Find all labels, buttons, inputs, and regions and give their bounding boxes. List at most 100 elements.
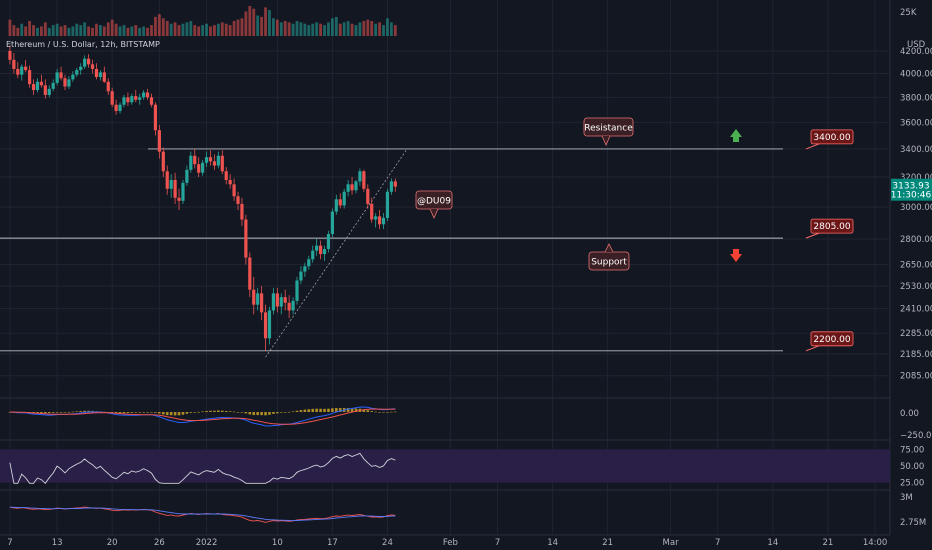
candle-body	[374, 216, 378, 220]
candle-body	[342, 191, 346, 206]
volume-bar	[28, 21, 31, 36]
candle-body	[216, 155, 220, 166]
macd-histogram-bar	[311, 408, 315, 412]
macd-histogram-bar	[150, 412, 153, 413]
macd-histogram-bar	[130, 412, 134, 413]
volume-bar	[71, 26, 75, 36]
volume-bar	[256, 15, 260, 36]
candle	[283, 289, 287, 311]
macd-histogram-bar	[75, 411, 79, 412]
macd-histogram-bar	[118, 412, 122, 414]
volume-bar	[260, 16, 264, 36]
candle	[24, 59, 28, 73]
macd-histogram-bar	[79, 411, 83, 412]
support-label-text: Support	[591, 258, 627, 268]
candle	[263, 304, 268, 351]
candle-body	[67, 79, 71, 87]
candle	[161, 147, 165, 178]
candle	[311, 245, 315, 263]
volume-bar	[75, 23, 79, 36]
volume-bar	[213, 25, 216, 36]
candle	[98, 70, 102, 81]
candle-body	[197, 164, 201, 173]
candle-body	[118, 104, 122, 111]
time-axis[interactable]: 7 13 20 26 2022 10 17 24 Feb 7 14 21 Mar 7 14 21 14:00	[7, 538, 887, 548]
candle-body	[354, 181, 358, 191]
candle	[393, 178, 397, 192]
candle-body	[232, 184, 236, 197]
volume-bar	[232, 21, 236, 36]
level-callout-pointer	[805, 232, 820, 239]
price-axis[interactable]: 4200.00 4000.00 3800.00 3600.00 3400.00 3200.…	[891, 47, 932, 528]
current-price-tag	[891, 178, 932, 201]
macd-histogram-bar	[382, 412, 385, 413]
down-arrow-icon	[730, 249, 742, 262]
candle-body	[102, 72, 106, 82]
candle	[55, 68, 59, 86]
macd-histogram-bar	[331, 408, 334, 412]
macd-histogram-bar	[83, 410, 86, 412]
candle-body	[271, 293, 276, 311]
candle	[303, 262, 307, 277]
candle	[275, 287, 279, 313]
candle-body	[39, 81, 43, 86]
macd-histogram-bar	[335, 407, 338, 412]
candle	[385, 188, 390, 222]
rsi-tick-label: 50.00	[900, 462, 924, 472]
candle-body	[122, 97, 126, 105]
candle-body	[358, 171, 362, 182]
volume-bar	[393, 25, 397, 36]
volume-bar	[95, 23, 98, 36]
currency-label: USD	[907, 40, 926, 50]
candle-body	[94, 68, 99, 78]
candle	[31, 79, 36, 95]
volume-bar	[382, 25, 385, 36]
candle	[279, 293, 283, 315]
candle-body	[370, 203, 374, 220]
volume-bar	[370, 21, 374, 36]
time-tick-label: 14:00	[863, 538, 888, 548]
volume-bar	[272, 18, 275, 36]
candle-body	[326, 234, 331, 250]
price-tick-label: 2410.00	[900, 305, 932, 315]
macd-histogram-bar	[67, 411, 71, 413]
macd-histogram-bar	[205, 411, 208, 412]
price-tick-label: 2530.00	[900, 282, 932, 292]
candle-body	[303, 266, 307, 272]
candle-body	[267, 310, 272, 339]
level-label-box	[810, 218, 854, 234]
candle-body	[393, 181, 397, 187]
horizontal-levels	[0, 148, 783, 352]
macd-histogram-bar	[63, 412, 67, 413]
candle	[177, 188, 181, 211]
price-tick-label: 3800.00	[900, 93, 932, 103]
macd-histogram-bar	[366, 410, 370, 412]
candle	[377, 210, 382, 230]
author-label-text: @DU09	[417, 197, 451, 207]
candle-body	[224, 171, 228, 180]
macd-histogram-bar	[173, 412, 177, 416]
indicator-tick-label: 2.75M	[900, 518, 926, 528]
volume-bar	[386, 18, 389, 36]
candle	[201, 159, 205, 176]
candle-body	[161, 151, 165, 172]
trendlines	[265, 148, 408, 358]
candle	[299, 266, 303, 285]
macd-tick-label: 0.00	[900, 409, 919, 419]
volume-bar	[51, 25, 55, 36]
volume-bar	[150, 25, 153, 36]
price-tick-label: 2285.00	[900, 329, 932, 339]
time-tick-label: 14	[767, 538, 778, 548]
price-tick-label: 2185.00	[900, 350, 932, 360]
candle	[134, 90, 138, 103]
time-tick-label: 7	[495, 538, 500, 548]
macd-histogram-bar	[177, 412, 181, 416]
volume-bar	[189, 21, 193, 36]
macd-histogram-bar	[374, 411, 377, 413]
support-label-pointer	[604, 243, 614, 253]
up-arrow-icon	[730, 129, 742, 142]
macd-histogram-bar	[394, 411, 397, 413]
volume-bar	[264, 7, 267, 37]
